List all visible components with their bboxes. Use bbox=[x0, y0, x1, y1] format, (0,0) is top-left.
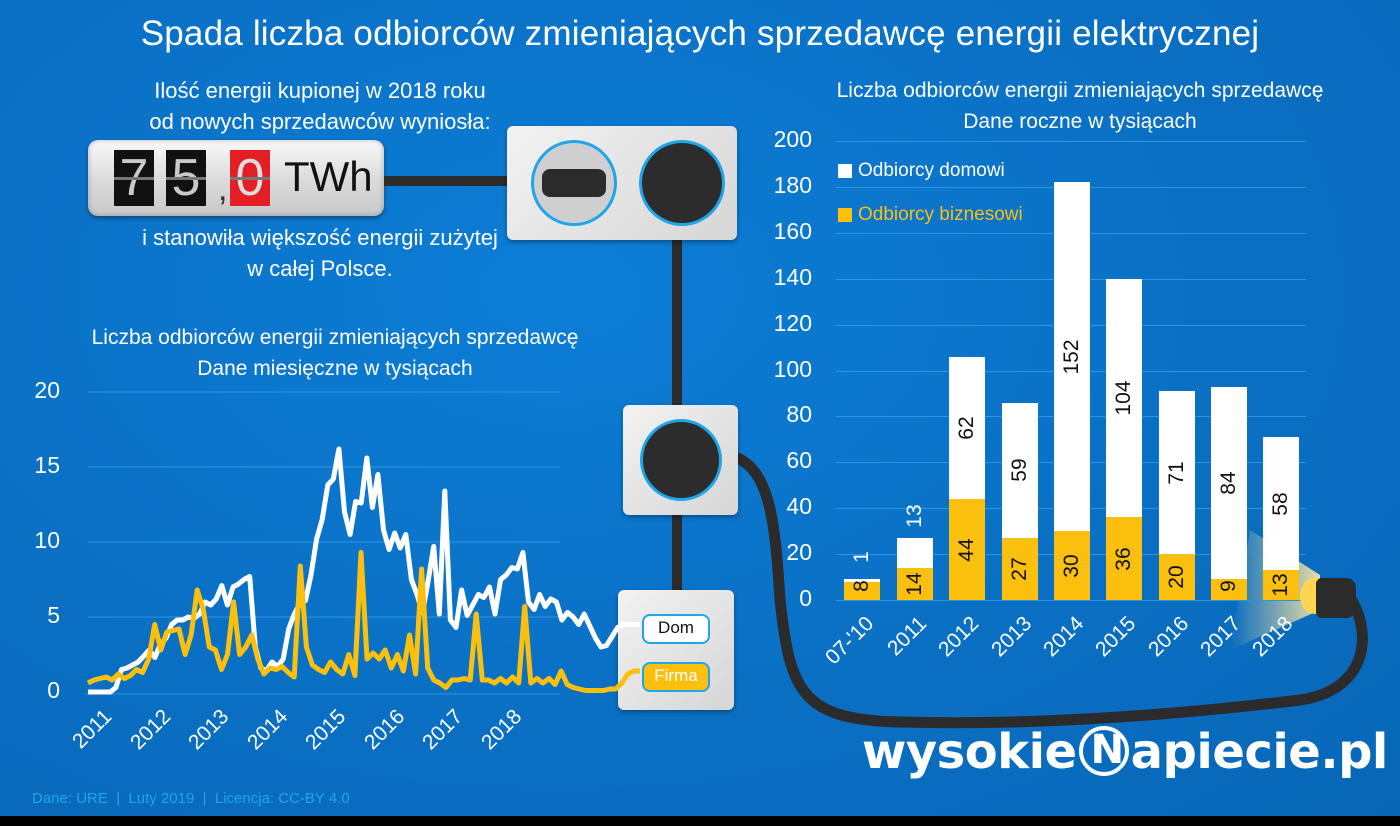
round-plug-icon bbox=[639, 140, 725, 226]
y-tick-label: 140 bbox=[773, 263, 812, 290]
legend-tag-dom: Dom bbox=[642, 614, 710, 644]
counter-digit: 7 bbox=[114, 150, 154, 206]
legend-socket: Dom Firma bbox=[618, 590, 734, 710]
source-note: Dane: URE | Luty 2019 | Licencja: CC-BY … bbox=[32, 790, 350, 807]
bar-value-label: 71 bbox=[1165, 460, 1188, 485]
line-household bbox=[88, 446, 640, 695]
legend-business: Odbiorcy biznesowi bbox=[838, 204, 1023, 226]
counter-digit-decimal: 0 bbox=[230, 150, 270, 206]
bar-chart-subtitle: Dane roczne w tysiącach bbox=[963, 110, 1197, 133]
y-tick-label: 15 bbox=[34, 452, 60, 478]
intro-line-3: i stanowiła większość energii zużytej bbox=[142, 225, 498, 250]
bar-value-label: 58 bbox=[1269, 491, 1292, 516]
bar-household bbox=[844, 579, 880, 582]
y-tick-label: 0 bbox=[47, 677, 60, 703]
bar-household bbox=[1002, 402, 1038, 539]
bar-household bbox=[949, 356, 985, 499]
bar-value-label: 20 bbox=[1165, 565, 1188, 589]
y-tick-label: 0 bbox=[799, 585, 812, 611]
y-tick-label: 20 bbox=[786, 539, 812, 566]
bar-value-label: 152 bbox=[1060, 339, 1083, 375]
y-tick-label: 60 bbox=[786, 447, 812, 474]
bar-household bbox=[1054, 182, 1090, 532]
bar-value-label: 30 bbox=[1060, 553, 1083, 578]
energy-counter: 7 5 , 0 TWh bbox=[88, 140, 384, 216]
intro-line-2: od nowych sprzedawców wyniosła: bbox=[149, 109, 491, 134]
bottom-bar bbox=[0, 816, 1400, 826]
y-tick-label: 20 bbox=[34, 377, 60, 403]
y-tick-label: 40 bbox=[786, 493, 812, 520]
bar-household bbox=[1106, 278, 1142, 518]
bar-value-label: 14 bbox=[903, 572, 926, 596]
y-tick-label: 5 bbox=[47, 602, 60, 628]
bar-value-label: 13 bbox=[903, 504, 926, 528]
y-tick-label: 10 bbox=[34, 527, 60, 553]
bar-value-label: 62 bbox=[955, 416, 978, 440]
legend-household: Odbiorcy domowi bbox=[838, 160, 1005, 182]
y-tick-label: 160 bbox=[773, 217, 812, 244]
page-title: Spada liczba odbiorców zmieniających spr… bbox=[140, 14, 1260, 53]
socket-outlet bbox=[531, 140, 617, 226]
bar-household bbox=[1263, 437, 1299, 571]
y-tick-label: 120 bbox=[773, 309, 812, 336]
round-plug-icon bbox=[640, 419, 722, 501]
bar-business bbox=[1054, 531, 1090, 600]
line-chart-title: Liczba odbiorców energii zmieniających s… bbox=[91, 326, 579, 349]
y-tick-label: 80 bbox=[786, 401, 812, 428]
flat-plug-icon bbox=[542, 169, 606, 197]
counter-separator: , bbox=[218, 170, 228, 208]
single-socket bbox=[623, 405, 738, 515]
bar-business bbox=[1159, 554, 1195, 600]
gridline bbox=[836, 141, 1306, 142]
bar-business bbox=[949, 499, 985, 600]
bar-business bbox=[1211, 579, 1247, 600]
counter-digit: 5 bbox=[166, 150, 206, 206]
legend-tag-firma: Firma bbox=[642, 662, 710, 692]
bar-business bbox=[897, 567, 933, 600]
bar-household bbox=[897, 538, 933, 568]
bar-chart-title: Liczba odbiorców energii zmieniających s… bbox=[836, 79, 1324, 102]
bar-business bbox=[1002, 538, 1038, 600]
line-chart-subtitle: Dane miesięczne w tysiącach bbox=[197, 357, 473, 380]
bar-value-label: 59 bbox=[1008, 458, 1031, 483]
bar-value-label: 84 bbox=[1217, 471, 1240, 495]
bar-business bbox=[844, 581, 880, 600]
counter-unit: TWh bbox=[284, 153, 373, 200]
bar-value-label: 36 bbox=[1112, 547, 1135, 571]
bar-household bbox=[1159, 391, 1195, 555]
legend-swatch-white bbox=[838, 164, 852, 178]
y-tick-label: 100 bbox=[773, 355, 812, 382]
bar-value-label: 27 bbox=[1008, 557, 1031, 581]
double-socket bbox=[507, 126, 737, 240]
bar-value-label: 1 bbox=[850, 551, 873, 564]
intro-line-4: w całej Polsce. bbox=[247, 256, 393, 281]
lightning-n-icon: N bbox=[1078, 726, 1129, 776]
line-business bbox=[86, 550, 640, 693]
intro-line-1: Ilość energii kupionej w 2018 roku bbox=[154, 78, 486, 103]
bar-value-label: 44 bbox=[955, 537, 978, 562]
y-tick-label: 180 bbox=[773, 171, 812, 198]
x-axis-line bbox=[836, 600, 1306, 601]
bar-value-label: 104 bbox=[1112, 380, 1135, 416]
y-tick-label: 200 bbox=[773, 126, 812, 152]
plug-head-icon bbox=[1316, 578, 1356, 618]
bar-business bbox=[1106, 517, 1142, 600]
bar-business bbox=[1263, 570, 1299, 600]
bar-household bbox=[1211, 386, 1247, 580]
legend-swatch-yellow bbox=[838, 208, 852, 222]
